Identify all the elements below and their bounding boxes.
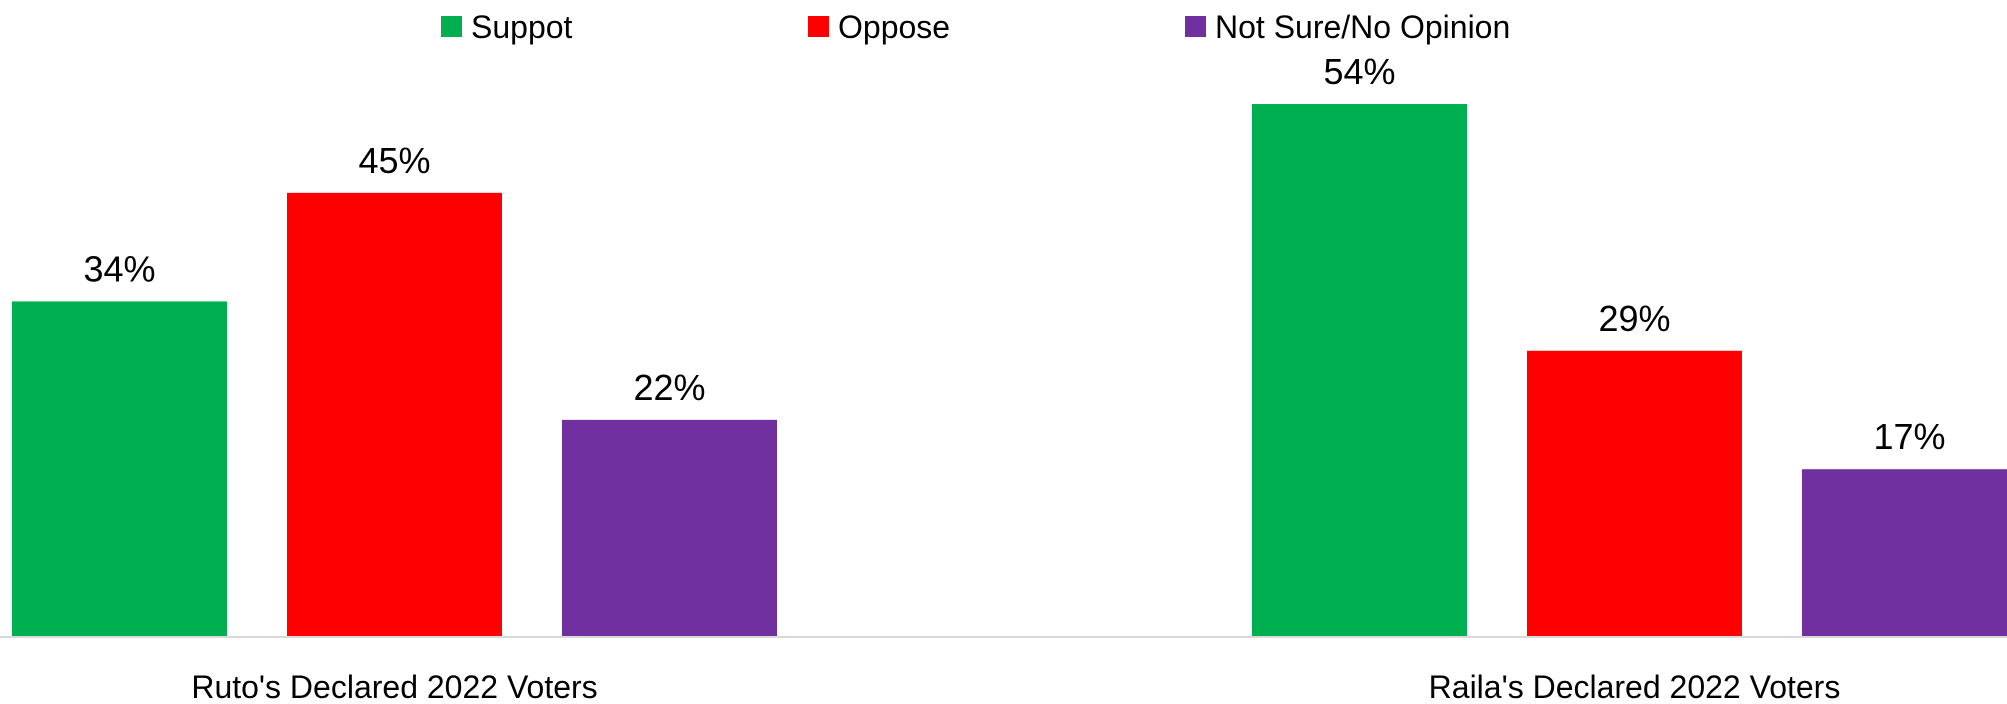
legend-item-oppose: Oppose [808,9,950,45]
bar-not-sure-no-opinion-ruto [562,420,777,637]
legend-swatch [808,16,829,37]
bar-oppose-raila [1527,351,1742,637]
bar-oppose-ruto [287,193,502,637]
legend-label: Oppose [838,9,950,45]
legend-swatch [441,16,462,37]
data-label: 45% [358,140,430,181]
data-label: 29% [1598,298,1670,339]
category-label-raila: Raila's Declared 2022 Voters [1429,669,1841,704]
legend-item-not-sure-no-opinion: Not Sure/No Opinion [1185,9,1510,45]
data-label: 54% [1323,51,1395,92]
category-labels-group: Ruto's Declared 2022 Voters Raila's Decla… [191,669,1840,704]
data-label: 34% [83,248,155,289]
data-label: 22% [633,367,705,408]
data-label: 17% [1873,416,1945,457]
legend-label: Suppot [471,9,573,45]
legend: Suppot Oppose Not Sure/No Opinion [441,9,1510,45]
legend-swatch [1185,16,1206,37]
legend-label: Not Sure/No Opinion [1215,9,1510,45]
bar-not-sure-no-opinion-raila [1802,469,2007,637]
category-label-ruto: Ruto's Declared 2022 Voters [191,669,597,704]
bars-group [12,104,2007,637]
bar-suppot-raila [1252,104,1467,637]
legend-item-suppot: Suppot [441,9,573,45]
bar-suppot-ruto [12,301,227,637]
